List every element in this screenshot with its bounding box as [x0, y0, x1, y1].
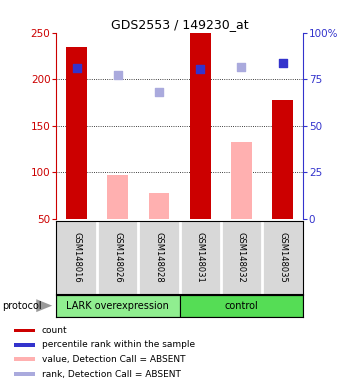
Point — [239, 64, 244, 70]
Text: GSM148016: GSM148016 — [72, 232, 81, 283]
Bar — [149, 193, 169, 219]
Polygon shape — [36, 299, 52, 312]
Bar — [14, 343, 35, 347]
Bar — [14, 372, 35, 376]
Text: GSM148032: GSM148032 — [237, 232, 246, 283]
Text: count: count — [42, 326, 68, 335]
Text: GSM148031: GSM148031 — [196, 232, 205, 283]
Bar — [14, 357, 35, 361]
Point — [74, 65, 79, 71]
Bar — [272, 100, 293, 219]
Bar — [108, 175, 128, 219]
Bar — [180, 295, 303, 317]
Text: protocol: protocol — [2, 301, 42, 311]
Bar — [56, 295, 180, 317]
Point — [280, 60, 286, 66]
Text: GSM148026: GSM148026 — [113, 232, 122, 283]
Bar — [66, 46, 87, 219]
Bar — [14, 329, 35, 333]
Point — [115, 71, 121, 78]
Bar — [231, 142, 252, 219]
Text: rank, Detection Call = ABSENT: rank, Detection Call = ABSENT — [42, 370, 181, 379]
Text: control: control — [225, 301, 258, 311]
Bar — [190, 33, 210, 219]
Text: value, Detection Call = ABSENT: value, Detection Call = ABSENT — [42, 355, 186, 364]
Title: GDS2553 / 149230_at: GDS2553 / 149230_at — [111, 18, 248, 31]
Text: LARK overexpression: LARK overexpression — [66, 301, 169, 311]
Point — [197, 66, 203, 72]
Point — [156, 89, 162, 95]
Text: GSM148028: GSM148028 — [155, 232, 164, 283]
Text: percentile rank within the sample: percentile rank within the sample — [42, 340, 195, 349]
Text: GSM148035: GSM148035 — [278, 232, 287, 283]
